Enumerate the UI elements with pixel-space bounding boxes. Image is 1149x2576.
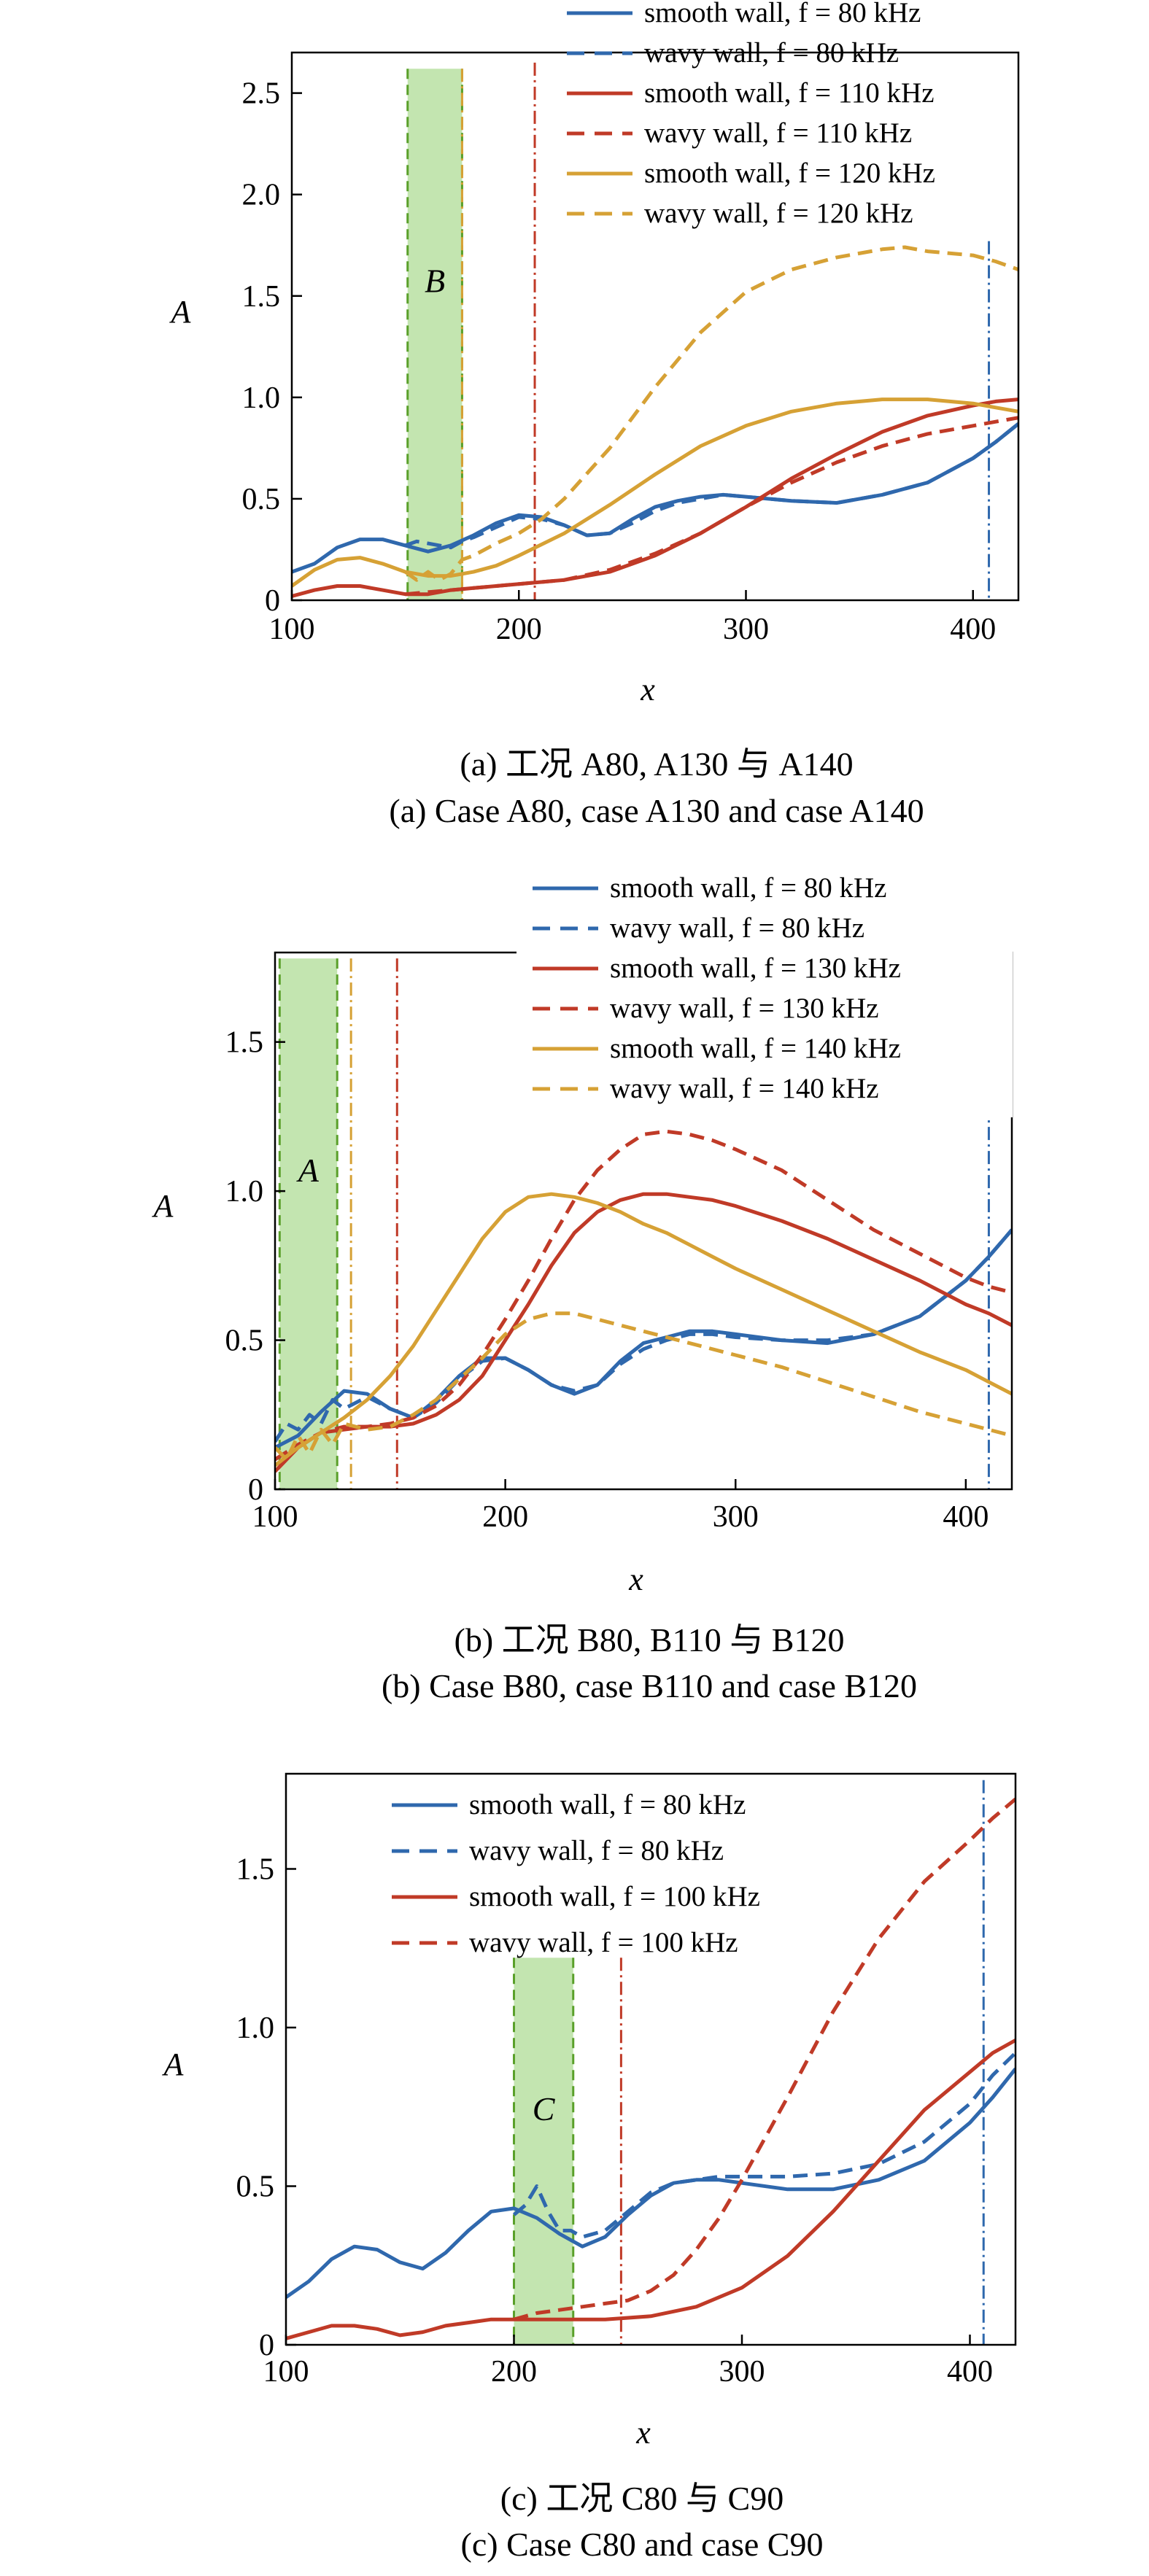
x-tick-label: 100 <box>252 1500 298 1534</box>
y-tick-label: 1.0 <box>242 381 281 415</box>
legend-label: wavy wall, f = 110 kHz <box>644 117 912 149</box>
y-tick-label: 0 <box>265 584 280 618</box>
y-tick-label: 1.5 <box>236 1853 275 1887</box>
legend: smooth wall, f = 80 kHz wavy wall, f = 80… <box>392 1789 760 1958</box>
y-axis-label: A <box>152 1188 174 1224</box>
y-axis-label: A <box>169 294 192 330</box>
y-tick-label: 0 <box>248 1473 263 1507</box>
plot-area: A <box>275 958 1012 1489</box>
y-tick-label: 1.5 <box>225 1026 264 1060</box>
legend-label: smooth wall, f = 130 kHz <box>610 953 901 984</box>
x-tick-label: 300 <box>723 613 769 646</box>
band-label: B <box>425 262 445 299</box>
series-line <box>275 1228 1012 1443</box>
series-line <box>275 1192 1012 1467</box>
x-tick-label: 100 <box>269 613 315 646</box>
series-line <box>405 416 1018 597</box>
series-line <box>292 422 1018 574</box>
x-tick-label: 200 <box>496 613 542 646</box>
legend-label: wavy wall, f = 130 kHz <box>610 993 879 1024</box>
legend-label: smooth wall, f = 80 kHz <box>610 872 886 904</box>
legend: smooth wall, f = 80 kHz wavy wall, f = 80… <box>567 0 935 229</box>
y-tick-label: 2.5 <box>242 77 281 111</box>
y-tick-label: 1.5 <box>242 280 281 314</box>
caption-b-cn: (b) 工况 B80, B110 与 B120 <box>454 1621 845 1659</box>
x-tick-label: 200 <box>482 1500 528 1534</box>
shaded-band <box>279 958 338 1489</box>
series-line <box>292 397 1018 588</box>
series-line <box>275 1311 1012 1462</box>
caption-c-en: (c) Case C80 and case C90 <box>461 2526 824 2563</box>
axes-frame <box>290 51 1020 602</box>
legend-label: wavy wall, f = 80 kHz <box>610 912 864 944</box>
legend-label: smooth wall, f = 140 kHz <box>610 1033 901 1064</box>
series-line <box>404 422 1018 550</box>
x-tick-label: 100 <box>263 2355 309 2389</box>
caption-a-cn: (a) 工况 A80, A130 与 A140 <box>460 745 853 783</box>
legend-label: smooth wall, f = 110 kHz <box>644 77 935 109</box>
caption-b-en: (b) Case B80, case B110 and case B120 <box>382 1667 917 1704</box>
x-tick-label: 400 <box>947 2355 993 2389</box>
y-tick-label: 0 <box>259 2329 274 2362</box>
x-tick-label: 300 <box>713 1500 759 1534</box>
series-line <box>286 2038 1015 2340</box>
x-axis-label: x <box>635 2415 651 2451</box>
legend-label: smooth wall, f = 120 kHz <box>644 158 935 189</box>
band-label: A <box>296 1152 320 1189</box>
band-label: C <box>533 2090 556 2127</box>
plot-area: B <box>292 62 1018 600</box>
y-tick-label: 0.5 <box>236 2170 275 2204</box>
series-line <box>286 2068 1015 2299</box>
series-line <box>513 1797 1015 2321</box>
x-tick-label: 300 <box>719 2355 765 2389</box>
y-tick-label: 0.5 <box>225 1324 264 1358</box>
x-axis-label: x <box>640 672 655 707</box>
y-tick-label: 1.0 <box>225 1175 264 1209</box>
x-tick-label: 200 <box>491 2355 537 2389</box>
legend-label: wavy wall, f = 140 kHz <box>610 1073 879 1104</box>
x-axis-label: x <box>628 1561 643 1597</box>
legend: smooth wall, f = 80 kHz wavy wall, f = 80… <box>517 862 1013 1117</box>
y-tick-label: 1.0 <box>236 2011 275 2045</box>
series-line <box>404 245 1018 582</box>
series-line <box>512 2052 1015 2239</box>
caption-a-en: (a) Case A80, case A130 and case A140 <box>389 792 924 829</box>
legend-label: wavy wall, f = 100 kHz <box>469 1927 738 1958</box>
y-axis-label: A <box>162 2047 185 2082</box>
legend-label: smooth wall, f = 80 kHz <box>469 1789 746 1820</box>
x-tick-label: 400 <box>943 1500 989 1534</box>
legend-label: wavy wall, f = 120 kHz <box>644 198 913 229</box>
series-line <box>292 397 1018 598</box>
axes-frame <box>285 1772 1017 2346</box>
series-line <box>275 1129 1012 1462</box>
legend-label: wavy wall, f = 80 kHz <box>644 37 899 69</box>
shaded-band <box>514 1958 573 2345</box>
legend-background <box>517 862 1013 1117</box>
caption-c-cn: (c) 工况 C80 与 C90 <box>500 2480 784 2517</box>
series-line <box>275 1228 1012 1450</box>
shaded-band <box>407 69 463 600</box>
plot-area: C <box>286 1780 1015 2345</box>
y-tick-label: 2.0 <box>242 179 281 212</box>
legend-label: smooth wall, f = 100 kHz <box>469 1881 760 1912</box>
legend-label: wavy wall, f = 80 kHz <box>469 1835 724 1866</box>
legend-label: smooth wall, f = 80 kHz <box>644 0 921 28</box>
x-tick-label: 400 <box>950 613 996 646</box>
y-tick-label: 0.5 <box>242 483 281 516</box>
